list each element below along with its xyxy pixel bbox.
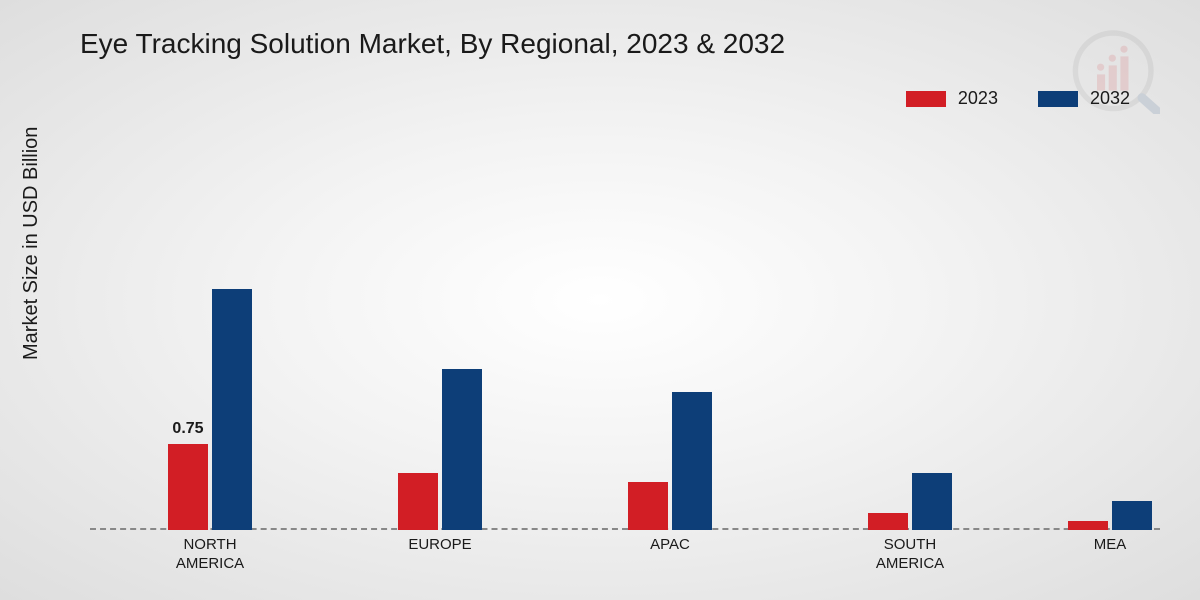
bar-group-south-america <box>850 473 970 531</box>
bar-2032-europe <box>442 369 482 530</box>
x-axis: NORTHAMERICA EUROPE APAC SOUTHAMERICA ME… <box>90 530 1160 580</box>
legend-item-2032: 2032 <box>1038 88 1130 109</box>
legend-item-2023: 2023 <box>906 88 998 109</box>
bar-group-apac <box>610 392 730 530</box>
legend-label-2023: 2023 <box>958 88 998 109</box>
bar-2032-south-america <box>912 473 952 531</box>
legend-swatch-2032 <box>1038 91 1078 107</box>
legend: 2023 2032 <box>906 88 1130 109</box>
x-category-mea: MEA <box>1040 536 1180 555</box>
bar-2032-apac <box>672 392 712 530</box>
bar-2023-north-america: 0.75 <box>168 444 208 530</box>
plot-area: 0.75 <box>90 210 1160 530</box>
bar-label-2023-north-america: 0.75 <box>172 420 203 438</box>
x-category-europe: EUROPE <box>370 536 510 555</box>
x-category-apac: APAC <box>600 536 740 555</box>
legend-label-2032: 2032 <box>1090 88 1130 109</box>
x-category-north-america: NORTHAMERICA <box>140 536 280 574</box>
legend-swatch-2023 <box>906 91 946 107</box>
bar-2023-south-america <box>868 513 908 530</box>
bar-2023-apac <box>628 482 668 530</box>
bar-2023-europe <box>398 473 438 531</box>
x-category-south-america: SOUTHAMERICA <box>840 536 980 574</box>
chart-title: Eye Tracking Solution Market, By Regiona… <box>80 28 785 60</box>
bar-2032-north-america <box>212 289 252 531</box>
bar-group-north-america: 0.75 <box>150 289 270 531</box>
bar-2023-mea <box>1068 521 1108 530</box>
bar-2032-mea <box>1112 501 1152 530</box>
y-axis-label: Market Size in USD Billion <box>20 127 43 360</box>
bar-group-europe <box>380 369 500 530</box>
bar-group-mea <box>1050 501 1170 530</box>
